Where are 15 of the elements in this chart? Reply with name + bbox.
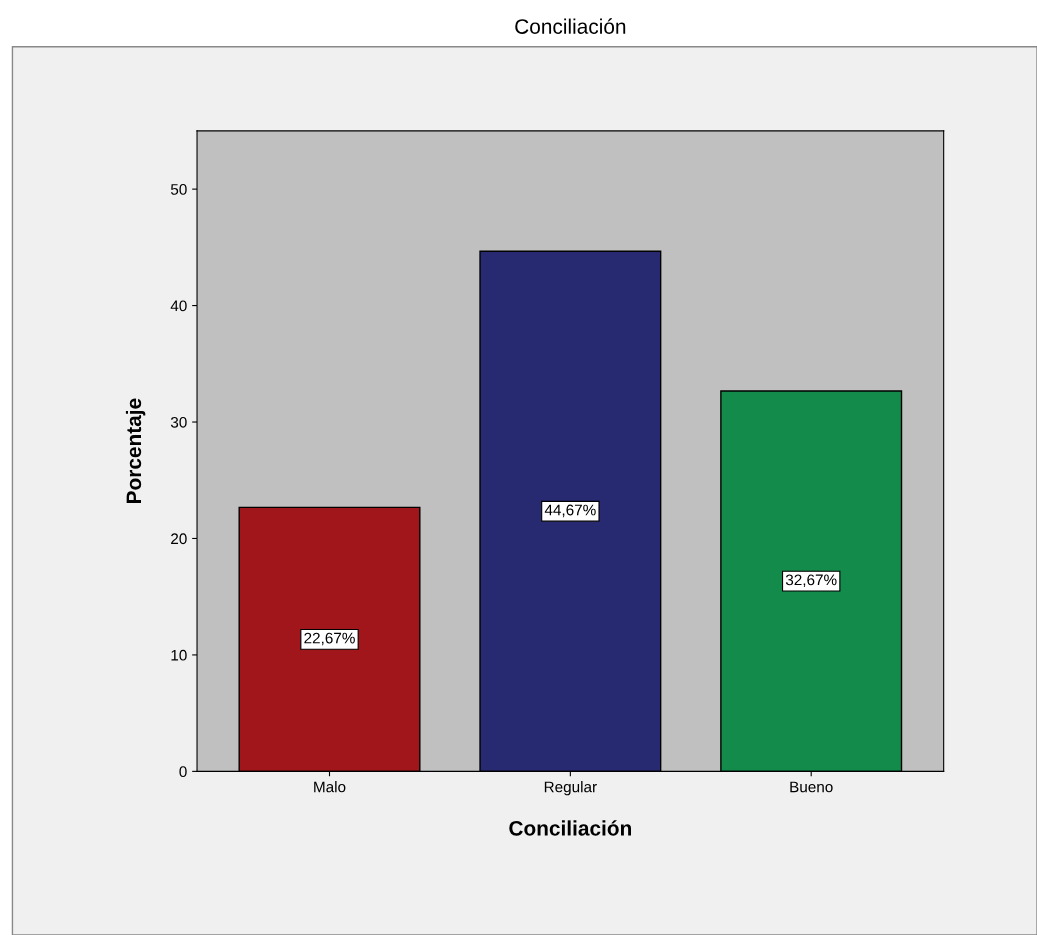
- y-tick-label: 0: [179, 766, 187, 778]
- y-tick-label: 50: [170, 183, 187, 195]
- x-tick-label: Malo: [314, 781, 346, 793]
- x-axis-title: Conciliación: [509, 820, 631, 836]
- data-label: 22,67%: [304, 632, 355, 646]
- y-tick-label: 10: [171, 649, 187, 661]
- y-tick-label: 40: [170, 300, 187, 312]
- chart-title: Conciliación: [515, 18, 626, 34]
- x-tick-label: Regular: [544, 781, 597, 796]
- y-tick-label: 20: [171, 533, 187, 545]
- data-label: 44,67%: [544, 504, 596, 518]
- x-tick-label: Bueno: [790, 781, 833, 793]
- y-axis-title: Porcentaje: [125, 398, 146, 503]
- data-label: 32,67%: [785, 574, 837, 588]
- y-tick-label: 30: [170, 416, 187, 428]
